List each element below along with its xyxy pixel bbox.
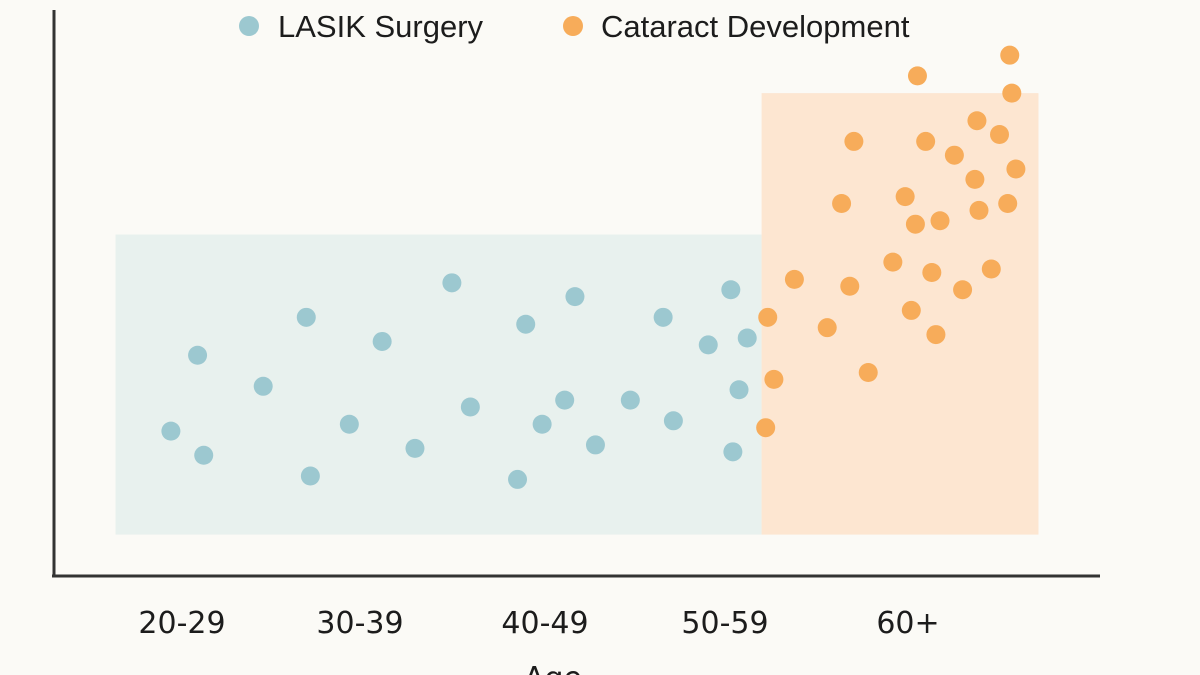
- legend-marker-lasik: [239, 16, 259, 36]
- point-lasik-15: [565, 287, 585, 307]
- point-cataract-0: [756, 418, 776, 438]
- point-cataract-18: [944, 145, 964, 165]
- point-lasik-11: [508, 469, 528, 489]
- point-lasik-21: [721, 280, 741, 300]
- x-tick-label-4: 60+: [876, 606, 939, 641]
- point-cataract-20: [965, 169, 985, 189]
- point-cataract-19: [953, 280, 973, 300]
- point-lasik-5: [300, 466, 320, 486]
- point-cataract-6: [840, 276, 860, 296]
- point-cataract-22: [969, 200, 989, 220]
- legend-label-lasik: LASIK Surgery: [278, 9, 484, 44]
- point-cataract-3: [784, 269, 804, 289]
- point-lasik-22: [723, 442, 743, 462]
- point-lasik-16: [585, 435, 605, 455]
- point-lasik-13: [532, 414, 552, 434]
- point-cataract-8: [858, 363, 878, 383]
- band-lasik: [115, 234, 762, 535]
- band-cataract: [761, 93, 1039, 535]
- legend-label-cataract: Cataract Development: [601, 9, 910, 44]
- point-cataract-10: [895, 187, 915, 207]
- point-cataract-28: [1000, 45, 1020, 65]
- point-lasik-18: [653, 307, 673, 327]
- point-lasik-24: [737, 328, 757, 348]
- point-lasik-3: [253, 376, 273, 396]
- point-cataract-21: [967, 111, 987, 131]
- point-lasik-12: [516, 314, 536, 334]
- point-cataract-12: [901, 300, 921, 320]
- point-lasik-14: [555, 390, 575, 410]
- x-tick-label-2: 40-49: [501, 606, 588, 641]
- point-lasik-9: [442, 273, 462, 293]
- point-cataract-4: [817, 318, 837, 338]
- point-cataract-7: [844, 131, 864, 151]
- point-cataract-11: [907, 66, 927, 86]
- x-tick-label-0: 20-29: [138, 606, 225, 641]
- point-lasik-19: [663, 411, 683, 431]
- point-cataract-25: [998, 193, 1018, 213]
- point-cataract-2: [758, 307, 778, 327]
- point-lasik-1: [188, 345, 208, 365]
- point-lasik-4: [296, 307, 316, 327]
- point-cataract-14: [916, 131, 936, 151]
- point-lasik-8: [405, 438, 425, 458]
- point-lasik-2: [194, 445, 214, 465]
- data-points: [161, 45, 1026, 489]
- point-lasik-10: [460, 397, 480, 417]
- point-cataract-5: [832, 193, 852, 213]
- point-lasik-17: [620, 390, 640, 410]
- x-axis-title: Age: [524, 661, 582, 675]
- point-cataract-23: [981, 259, 1001, 279]
- x-tick-labels: 20-29 30-39 40-49 50-59 60+: [138, 606, 939, 641]
- point-lasik-0: [161, 421, 181, 441]
- point-cataract-26: [1002, 83, 1022, 103]
- x-tick-label-1: 30-39: [316, 606, 403, 641]
- point-lasik-7: [372, 331, 392, 351]
- x-tick-label-3: 50-59: [681, 606, 768, 641]
- legend: LASIK Surgery Cataract Development: [239, 9, 910, 44]
- point-cataract-9: [883, 252, 903, 272]
- point-cataract-17: [930, 211, 950, 231]
- point-cataract-27: [1006, 159, 1026, 179]
- point-cataract-15: [922, 262, 942, 282]
- point-cataract-1: [764, 369, 784, 389]
- point-cataract-13: [905, 214, 925, 234]
- point-lasik-6: [339, 414, 359, 434]
- point-cataract-24: [990, 125, 1010, 145]
- shaded-bands: [115, 93, 1039, 535]
- point-lasik-20: [698, 335, 718, 355]
- legend-marker-cataract: [563, 16, 583, 36]
- point-cataract-16: [926, 325, 946, 345]
- point-lasik-23: [729, 380, 749, 400]
